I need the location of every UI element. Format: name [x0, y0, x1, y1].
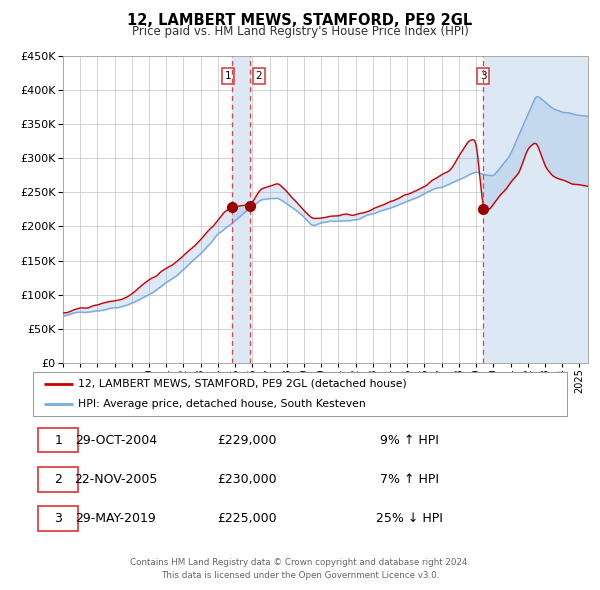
Text: 29-MAY-2019: 29-MAY-2019 — [76, 512, 156, 525]
FancyBboxPatch shape — [38, 467, 79, 491]
Text: 2: 2 — [256, 71, 262, 81]
Text: 1: 1 — [224, 71, 231, 81]
Text: This data is licensed under the Open Government Licence v3.0.: This data is licensed under the Open Gov… — [161, 571, 439, 579]
Text: 25% ↓ HPI: 25% ↓ HPI — [376, 512, 443, 525]
Text: 3: 3 — [480, 71, 487, 81]
Text: Price paid vs. HM Land Registry's House Price Index (HPI): Price paid vs. HM Land Registry's House … — [131, 25, 469, 38]
Text: 1: 1 — [55, 434, 62, 447]
Bar — [483, 56, 588, 363]
Text: £229,000: £229,000 — [217, 434, 277, 447]
Text: 2: 2 — [55, 473, 62, 486]
Text: 29-OCT-2004: 29-OCT-2004 — [75, 434, 157, 447]
Text: 22-NOV-2005: 22-NOV-2005 — [74, 473, 157, 486]
Text: 12, LAMBERT MEWS, STAMFORD, PE9 2GL: 12, LAMBERT MEWS, STAMFORD, PE9 2GL — [127, 13, 473, 28]
FancyBboxPatch shape — [38, 506, 79, 530]
Text: 3: 3 — [55, 512, 62, 525]
Text: Contains HM Land Registry data © Crown copyright and database right 2024.: Contains HM Land Registry data © Crown c… — [130, 558, 470, 566]
Text: 7% ↑ HPI: 7% ↑ HPI — [380, 473, 439, 486]
Text: £230,000: £230,000 — [217, 473, 277, 486]
Bar — [232, 56, 250, 363]
Text: HPI: Average price, detached house, South Kesteven: HPI: Average price, detached house, Sout… — [79, 399, 366, 409]
Text: 12, LAMBERT MEWS, STAMFORD, PE9 2GL (detached house): 12, LAMBERT MEWS, STAMFORD, PE9 2GL (det… — [79, 379, 407, 389]
FancyBboxPatch shape — [38, 428, 79, 453]
Text: £225,000: £225,000 — [217, 512, 277, 525]
Text: 9% ↑ HPI: 9% ↑ HPI — [380, 434, 439, 447]
